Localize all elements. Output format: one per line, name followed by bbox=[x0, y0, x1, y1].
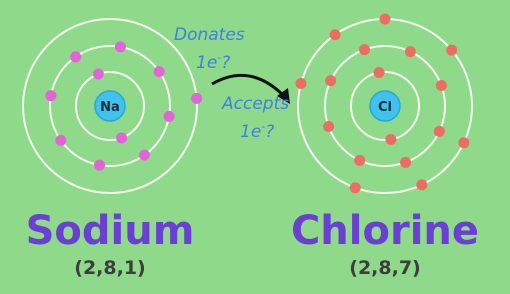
electron bbox=[400, 156, 412, 168]
electron bbox=[329, 29, 341, 41]
donates-amount: 1e-? bbox=[196, 51, 230, 73]
text: 1e bbox=[240, 122, 261, 142]
electron bbox=[373, 67, 385, 79]
superscript: - bbox=[217, 51, 221, 64]
arrow-head bbox=[277, 88, 290, 104]
superscript: - bbox=[261, 120, 265, 133]
electron bbox=[435, 79, 447, 91]
nucleus bbox=[369, 90, 401, 122]
accepts-label: Accepts bbox=[221, 94, 289, 114]
electron bbox=[354, 154, 366, 166]
electron bbox=[191, 92, 203, 104]
electron bbox=[349, 182, 361, 194]
shell bbox=[75, 71, 145, 141]
electron bbox=[446, 44, 458, 56]
electron bbox=[404, 46, 416, 58]
element-name: Chlorine bbox=[291, 208, 479, 254]
electron bbox=[358, 44, 370, 56]
electron bbox=[138, 149, 150, 161]
electron bbox=[55, 134, 67, 146]
electron bbox=[385, 133, 397, 145]
electron bbox=[114, 41, 126, 53]
electron bbox=[45, 90, 57, 102]
arrow bbox=[211, 73, 286, 98]
configuration: (2,8,7) bbox=[349, 257, 420, 279]
text: ? bbox=[265, 122, 274, 142]
electron bbox=[70, 51, 82, 63]
electron bbox=[92, 68, 104, 80]
electron bbox=[433, 125, 445, 137]
text: 1e bbox=[196, 53, 217, 73]
electron bbox=[323, 121, 335, 133]
text: ? bbox=[221, 53, 230, 73]
electron bbox=[416, 179, 428, 191]
electron bbox=[94, 159, 106, 171]
electron bbox=[153, 66, 165, 78]
accepts-amount: 1e-? bbox=[240, 120, 274, 142]
shell bbox=[324, 45, 446, 167]
symbol: Na bbox=[100, 100, 120, 115]
donates-label: Donates bbox=[174, 25, 245, 45]
electron bbox=[295, 77, 307, 89]
configuration: (2,8,1) bbox=[74, 257, 145, 279]
electron bbox=[116, 132, 128, 144]
nucleus bbox=[94, 90, 126, 122]
sodium-shells bbox=[22, 18, 198, 194]
element-name: Sodium bbox=[26, 208, 195, 254]
shell bbox=[49, 45, 171, 167]
electron bbox=[163, 110, 175, 122]
symbol: Cl bbox=[378, 100, 392, 115]
electron bbox=[379, 13, 391, 25]
electrons bbox=[45, 13, 470, 194]
shell bbox=[22, 18, 198, 194]
electron bbox=[458, 137, 470, 149]
shell bbox=[350, 71, 420, 141]
electron bbox=[325, 75, 337, 87]
